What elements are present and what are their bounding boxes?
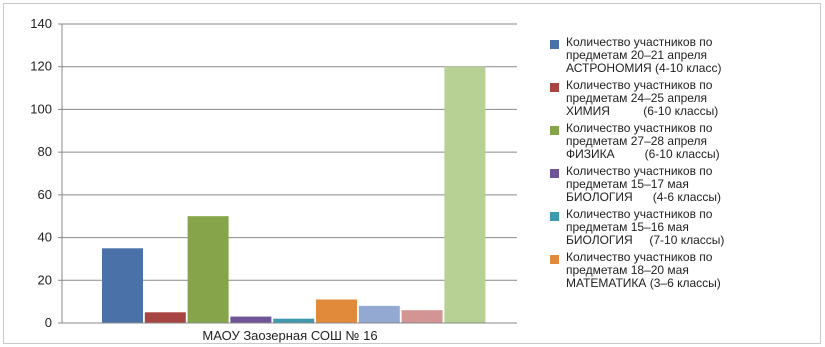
legend-label-line: Количество участников по bbox=[566, 78, 713, 92]
y-tick-label: 100 bbox=[30, 101, 52, 116]
bar-series-9 bbox=[444, 66, 486, 323]
bar-series-2 bbox=[144, 312, 186, 323]
legend-label-line: предметам 20–21 апреля bbox=[566, 48, 708, 62]
legend-swatch bbox=[550, 169, 559, 178]
bar-series-4 bbox=[230, 316, 272, 323]
bar-series-8 bbox=[401, 310, 443, 323]
legend-label-line: БИОЛОГИЯ (4-6 классы) bbox=[566, 190, 722, 204]
y-tick-label: 120 bbox=[30, 59, 52, 74]
legend-swatch bbox=[550, 83, 559, 92]
legend-item: Количество участников по предметам 15–16 … bbox=[550, 208, 818, 247]
legend-swatch bbox=[550, 40, 559, 49]
legend-label-line: предметам 27–28 апреля bbox=[566, 134, 708, 148]
y-tick-label: 20 bbox=[38, 272, 52, 287]
legend-item: Количество участников по предметам 24–25 … bbox=[550, 79, 818, 118]
bar-series-7 bbox=[358, 305, 400, 323]
legend-label-line: АСТРОНОМИЯ (4-10 класс) bbox=[566, 61, 722, 75]
legend-label-line: предметам 15–16 мая bbox=[566, 220, 689, 234]
y-tick-label: 80 bbox=[38, 144, 52, 159]
y-tick-label: 0 bbox=[45, 315, 52, 330]
legend-item: Количество участников по предметам 20–21 … bbox=[550, 36, 818, 75]
legend-label-line: ХИМИЯ (6-10 классы) bbox=[566, 104, 719, 118]
y-tick-label: 140 bbox=[30, 16, 52, 31]
bar-series-5 bbox=[273, 318, 315, 323]
legend-label-line: Количество участников по bbox=[566, 207, 713, 221]
legend: Количество участников по предметам 20–21 … bbox=[550, 36, 818, 294]
bar-series-3 bbox=[187, 216, 229, 323]
legend-label-line: БИОЛОГИЯ (7-10 классы) bbox=[566, 233, 725, 247]
legend-swatch bbox=[550, 212, 559, 221]
legend-label-line: предметам 24–25 апреля bbox=[566, 91, 708, 105]
legend-label-line: Количество участников по bbox=[566, 35, 713, 49]
legend-label-line: Количество участников по bbox=[566, 250, 713, 264]
y-tick-label: 40 bbox=[38, 230, 52, 245]
bar-series-6 bbox=[316, 299, 357, 323]
legend-item: Количество участников по предметам 18–20 … bbox=[550, 251, 818, 290]
legend-label-line: предметам 15–17 мая bbox=[566, 177, 689, 191]
legend-swatch bbox=[550, 126, 559, 135]
y-tick-label: 60 bbox=[38, 187, 52, 202]
legend-item: Количество участников по предметам 27–28 … bbox=[550, 122, 818, 161]
legend-label-line: МАТЕМАТИКА (3–6 классы) bbox=[566, 276, 721, 290]
legend-label-line: Количество участников по bbox=[566, 164, 713, 178]
y-axis-ticks: 0 20 40 60 80 100 120 140 bbox=[30, 16, 62, 330]
bars bbox=[102, 66, 486, 324]
bar-series-1 bbox=[102, 248, 143, 324]
category-label: МАОУ Заозерная СОШ № 16 bbox=[202, 328, 377, 343]
legend-label-line: Количество участников по bbox=[566, 121, 713, 135]
legend-item: Количество участников по предметам 15–17 … bbox=[550, 165, 818, 204]
legend-label-line: предметам 18–20 мая bbox=[566, 263, 689, 277]
legend-label-line: ФИЗИКА (6-10 классы) bbox=[566, 147, 720, 161]
legend-swatch bbox=[550, 255, 559, 264]
